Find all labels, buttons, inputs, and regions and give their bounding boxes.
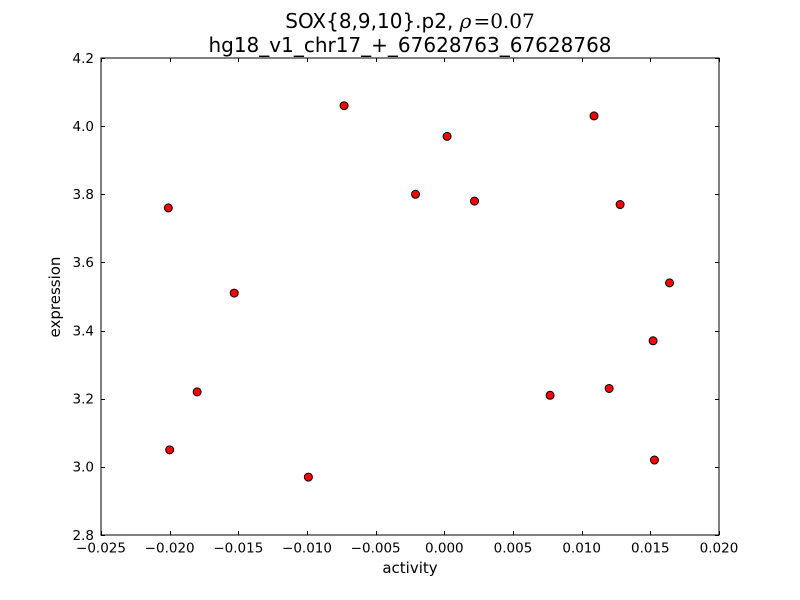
x-axis-label: activity <box>382 559 438 577</box>
plot-title-text: SOX{8,9,10}.p2, <box>285 9 460 33</box>
x-tick-label: −0.015 <box>213 541 263 557</box>
x-tick-label: −0.025 <box>76 541 126 557</box>
y-axis-label: expression <box>46 256 64 338</box>
data-point <box>604 383 614 393</box>
data-point <box>648 336 658 346</box>
data-point <box>545 390 555 400</box>
y-tick-label: 3.4 <box>73 323 94 339</box>
x-tick-label: −0.020 <box>145 541 195 557</box>
y-tick-label: 4.2 <box>73 51 94 67</box>
plot-frame <box>100 57 720 536</box>
data-point <box>615 200 625 210</box>
data-point <box>165 445 175 455</box>
x-tick-label: 0.000 <box>425 541 464 557</box>
plot-title: SOX{8,9,10}.p2, ρ =0.07 <box>101 10 719 33</box>
data-point <box>303 472 313 482</box>
rho-value: =0.07 <box>473 9 535 33</box>
plot-subtitle: hg18_v1_chr17_+_67628763_67628768 <box>208 33 612 57</box>
y-tick-label: 2.8 <box>73 528 94 544</box>
data-point <box>229 288 239 298</box>
x-tick-label: 0.010 <box>562 541 601 557</box>
y-tick-label: 3.8 <box>73 187 94 203</box>
data-point <box>339 101 349 111</box>
y-tick-label: 3.2 <box>73 391 94 407</box>
y-tick-label: 4.0 <box>73 119 94 135</box>
data-point <box>589 111 599 121</box>
y-tick-label: 3.0 <box>73 460 94 476</box>
x-tick-label: −0.005 <box>351 541 401 557</box>
data-point <box>192 387 202 397</box>
data-point <box>163 203 173 213</box>
y-tick-label: 3.6 <box>73 255 94 271</box>
x-tick-label: −0.010 <box>282 541 332 557</box>
data-point <box>665 278 675 288</box>
x-tick-label: 0.020 <box>700 541 739 557</box>
x-tick-label: 0.015 <box>631 541 670 557</box>
rho-symbol: ρ <box>459 9 472 33</box>
data-point <box>470 196 480 206</box>
x-tick-label: 0.005 <box>494 541 533 557</box>
data-point <box>649 455 659 465</box>
data-point <box>410 189 420 199</box>
data-point <box>442 131 452 141</box>
